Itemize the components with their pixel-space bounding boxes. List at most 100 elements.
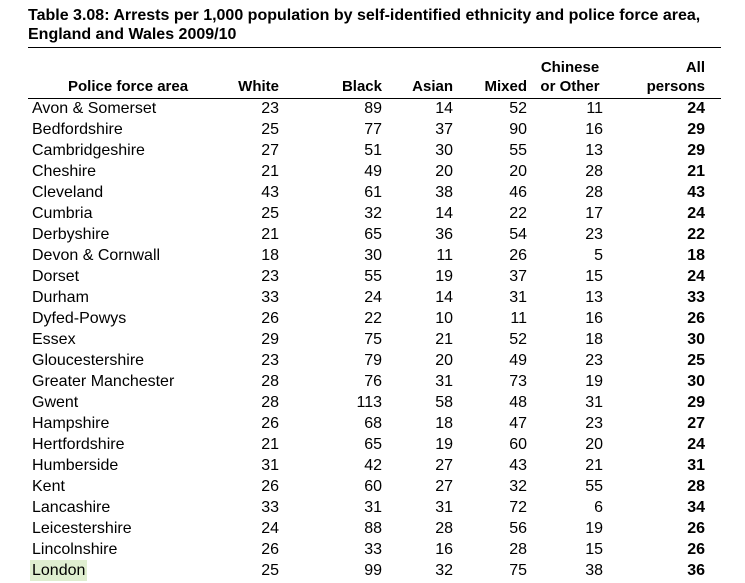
all-persons-cell: 36 (687, 562, 705, 579)
police-force-area-cell: Humberside (32, 457, 119, 474)
table-row: Lancashire 33 31 31 72 6 34 (28, 497, 721, 518)
white-cell: 21 (261, 436, 279, 453)
asian-cell: 20 (435, 352, 453, 369)
chinese-or-other-cell: 19 (585, 520, 603, 537)
police-force-area-cell: Bedfordshire (32, 121, 123, 138)
police-force-area-cell: Hampshire (32, 415, 110, 432)
chinese-or-other-cell: 6 (594, 499, 603, 516)
mixed-cell: 75 (509, 562, 527, 579)
asian-cell: 32 (435, 562, 453, 579)
mixed-cell: 20 (509, 163, 527, 180)
white-cell: 27 (261, 142, 279, 159)
all-persons-cell: 34 (687, 499, 705, 516)
chinese-or-other-cell: 5 (594, 247, 603, 264)
mixed-cell: 49 (509, 352, 527, 369)
police-force-area-cell: Devon & Cornwall (32, 247, 161, 264)
all-persons-cell: 25 (687, 352, 705, 369)
all-persons-cell: 26 (687, 541, 705, 558)
police-force-area-cell: Lincolnshire (32, 541, 118, 558)
police-force-area-cell: Gwent (32, 394, 79, 411)
all-persons-cell: 24 (687, 268, 705, 285)
all-persons-cell: 30 (687, 331, 705, 348)
police-force-area-cell: Kent (32, 478, 65, 495)
all-persons-cell: 26 (687, 310, 705, 327)
mixed-cell: 47 (509, 415, 527, 432)
black-cell: 30 (364, 247, 382, 264)
header-police-force-area: Police force area (68, 78, 189, 95)
mixed-cell: 52 (509, 100, 527, 117)
chinese-or-other-cell: 21 (585, 457, 603, 474)
chinese-or-other-cell: 11 (586, 100, 603, 117)
table-title: Table 3.08: Arrests per 1,000 population… (28, 7, 701, 43)
header-chinese-or-other: Chinese or Other (530, 58, 610, 96)
table-row: Gwent 28 113 58 48 31 29 (28, 392, 721, 413)
black-cell: 99 (364, 562, 382, 579)
table-row: Avon & Somerset 23 89 14 52 11 24 (28, 98, 721, 119)
chinese-or-other-cell: 13 (585, 289, 603, 306)
white-cell: 28 (261, 394, 279, 411)
black-cell: 75 (364, 331, 382, 348)
chinese-or-other-cell: 38 (585, 562, 603, 579)
chinese-or-other-cell: 23 (585, 226, 603, 243)
police-force-area-cell: Hertfordshire (32, 436, 125, 453)
police-force-area-cell: Durham (32, 289, 89, 306)
table-row: Cleveland 43 61 38 46 28 43 (28, 182, 721, 203)
table-row: Hampshire 26 68 18 47 23 27 (28, 413, 721, 434)
asian-cell: 37 (435, 121, 453, 138)
asian-cell: 14 (435, 100, 453, 117)
asian-cell: 36 (435, 226, 453, 243)
chinese-or-other-cell: 16 (585, 121, 603, 138)
asian-cell: 27 (435, 457, 453, 474)
white-cell: 26 (261, 310, 279, 327)
mixed-cell: 73 (509, 373, 527, 390)
white-cell: 18 (261, 247, 279, 264)
white-cell: 23 (261, 352, 279, 369)
table-row: Essex 29 75 21 52 18 30 (28, 329, 721, 350)
table-row: Durham 33 24 14 31 13 33 (28, 287, 721, 308)
white-cell: 25 (261, 121, 279, 138)
chinese-or-other-cell: 19 (585, 373, 603, 390)
all-persons-cell: 24 (687, 100, 705, 117)
chinese-or-other-cell: 55 (585, 478, 603, 495)
table-row: Cheshire 21 49 20 20 28 21 (28, 161, 721, 182)
mixed-cell: 48 (509, 394, 527, 411)
asian-cell: 11 (436, 247, 453, 264)
asian-cell: 20 (435, 163, 453, 180)
mixed-cell: 55 (509, 142, 527, 159)
white-cell: 25 (261, 562, 279, 579)
table-row: Lincolnshire 26 33 16 28 15 26 (28, 539, 721, 560)
header-asian: Asian (412, 78, 453, 95)
chinese-or-other-cell: 15 (585, 541, 603, 558)
all-persons-cell: 30 (687, 373, 705, 390)
all-persons-cell: 29 (687, 121, 705, 138)
mixed-cell: 11 (510, 310, 527, 327)
black-cell: 77 (364, 121, 382, 138)
chinese-or-other-cell: 28 (585, 163, 603, 180)
mixed-cell: 43 (509, 457, 527, 474)
all-persons-cell: 28 (687, 478, 705, 495)
white-cell: 28 (261, 373, 279, 390)
chinese-or-other-cell: 28 (585, 184, 603, 201)
asian-cell: 19 (435, 268, 453, 285)
black-cell: 51 (364, 142, 382, 159)
black-cell: 22 (364, 310, 382, 327)
table-row: Gloucestershire 23 79 20 49 23 25 (28, 350, 721, 371)
black-cell: 76 (364, 373, 382, 390)
all-persons-cell: 24 (687, 205, 705, 222)
black-cell: 33 (364, 541, 382, 558)
header-top-rule (28, 47, 721, 48)
asian-cell: 18 (435, 415, 453, 432)
asian-cell: 30 (435, 142, 453, 159)
mixed-cell: 32 (509, 478, 527, 495)
header-all-line1: All (685, 59, 705, 76)
all-persons-cell: 18 (687, 247, 705, 264)
police-force-area-cell: Greater Manchester (32, 373, 175, 390)
police-force-area-cell: Cleveland (32, 184, 104, 201)
asian-cell: 58 (435, 394, 453, 411)
police-force-area-cell: Essex (32, 331, 76, 348)
police-force-area-cell: Lancashire (32, 499, 111, 516)
mixed-cell: 56 (509, 520, 527, 537)
mixed-cell: 54 (509, 226, 527, 243)
chinese-or-other-cell: 18 (585, 331, 603, 348)
chinese-or-other-cell: 23 (585, 352, 603, 369)
